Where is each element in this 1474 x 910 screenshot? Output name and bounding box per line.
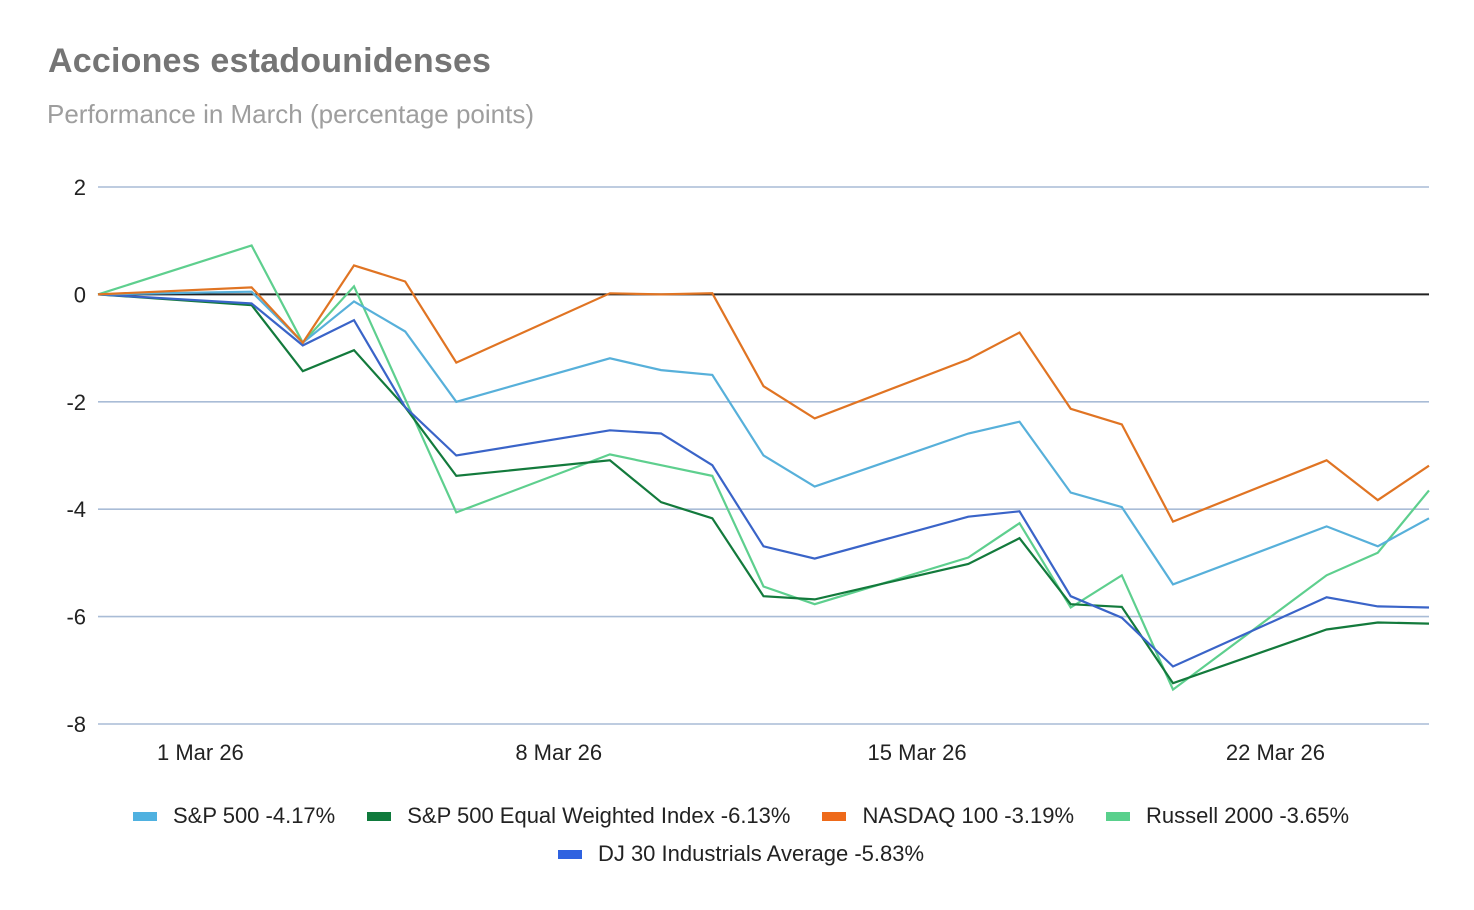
legend-item[interactable]: S&P 500 Equal Weighted Index -6.13% [367,803,790,829]
series-1 [97,293,1430,685]
y-axis-ticks: 2 0 -2 -4 -6 -8 [66,175,86,737]
x-axis-ticks: 1 Mar 26 8 Mar 26 15 Mar 26 22 Mar 26 [157,740,1325,765]
gridlines [98,186,1429,725]
legend-swatch-icon [557,849,582,859]
y-tick-label: -8 [66,712,86,737]
legend-item[interactable]: S&P 500 -4.17% [132,803,336,829]
legend-row: DJ 30 Industrials Average -5.83% [0,835,1474,873]
series-line [97,293,1430,668]
legend-label: DJ 30 Industrials Average -5.83% [597,841,925,866]
y-tick-label: -6 [66,605,86,630]
legend-swatch-icon [132,811,157,821]
legend-swatch-icon [822,811,847,821]
series-4 [97,293,1430,668]
legend: S&P 500 -4.17% S&P 500 Equal Weighted Ind… [0,797,1474,873]
series-0 [97,290,1430,586]
legend-swatch-icon [1106,811,1131,821]
legend-label: S&P 500 Equal Weighted Index -6.13% [407,803,791,828]
series-line [97,290,1430,586]
chart-subtitle: Performance in March (percentage points) [47,99,535,129]
legend-item[interactable]: Russell 2000 -3.65% [1106,803,1349,829]
x-tick-label: 15 Mar 26 [868,740,967,765]
legend-label: NASDAQ 100 -3.19% [862,803,1075,828]
legend-label: Russell 2000 -3.65% [1146,803,1350,828]
line-chart: 2 0 -2 -4 -6 -8 1 Mar 26 8 Mar 26 15 Mar 26 22 M… [66,175,1430,765]
legend-item[interactable]: DJ 30 Industrials Average -5.83% [557,841,925,867]
legend-label: S&P 500 -4.17% [172,803,336,828]
x-tick-label: 22 Mar 26 [1226,740,1325,765]
legend-swatch-icon [367,811,392,821]
y-tick-label: 2 [74,175,86,200]
series-line [97,293,1430,685]
y-tick-label: 0 [74,282,86,307]
x-tick-label: 1 Mar 26 [157,740,244,765]
y-tick-label: -4 [66,497,86,522]
legend-item[interactable]: NASDAQ 100 -3.19% [822,803,1074,829]
chart-title: Acciones estadounidenses [48,42,492,80]
series-2 [97,264,1430,523]
y-tick-label: -2 [66,390,86,415]
series-line [97,244,1430,692]
series-lines [97,244,1430,692]
legend-row: S&P 500 -4.17% S&P 500 Equal Weighted Ind… [0,797,1474,835]
series-3 [97,244,1430,692]
series-line [97,264,1430,523]
x-tick-label: 8 Mar 26 [515,740,602,765]
